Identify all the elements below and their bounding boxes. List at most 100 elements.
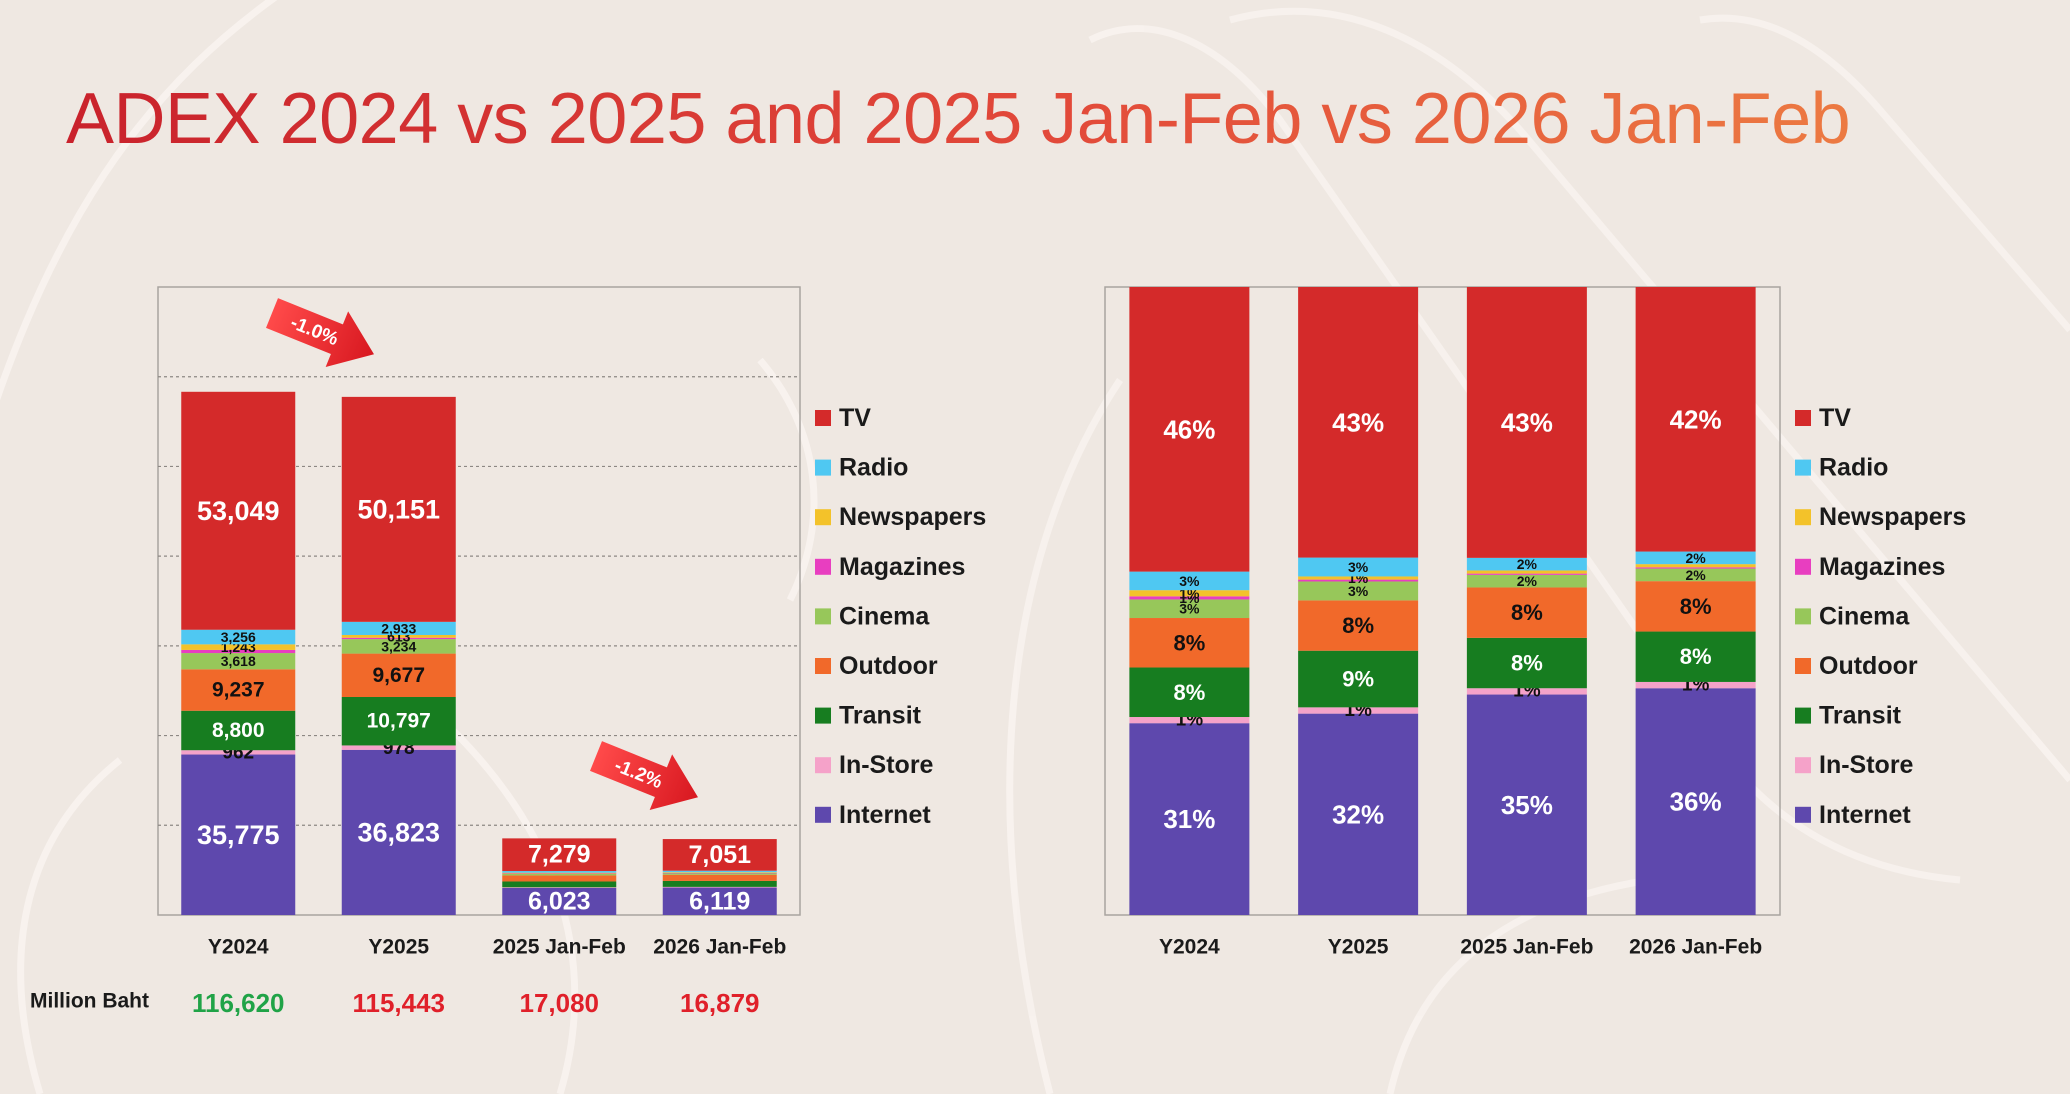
legend-swatch-radio <box>1795 459 1811 476</box>
data-label-outdoor-y2024: 8% <box>1173 630 1205 655</box>
bar-segment-internet-y2024 <box>181 754 296 915</box>
bar-segment-outdoor-2026-jan-feb <box>662 874 777 881</box>
bar-segment-newspapers-y2024 <box>181 644 296 650</box>
data-label-transit-y2024: 8% <box>1173 680 1205 705</box>
bar-segment-internet-y2024 <box>1129 723 1250 915</box>
bar-segment-radio-2026-jan-feb <box>662 870 777 873</box>
bar-segment-magazines-y2025 <box>341 637 456 640</box>
legend-swatch-newspapers <box>815 509 831 526</box>
bar-segment-cinema-2026-jan-feb <box>662 873 777 875</box>
legend-swatch-in-store <box>1795 757 1811 774</box>
data-label-transit-y2024: 8,800 <box>212 719 265 742</box>
legend-swatch-newspapers <box>1795 509 1811 526</box>
total-value-2026-jan-feb: 16,879 <box>680 988 760 1018</box>
x-tick-label-2026-jan-feb: 2026 Jan-Feb <box>653 936 786 959</box>
bar-segment-radio-2025-jan-feb <box>502 871 617 873</box>
bar-segment-newspapers-2025-jan-feb <box>1466 570 1587 574</box>
data-label-tv-y2024: 53,049 <box>197 496 280 526</box>
bar-segment-cinema-2025-jan-feb <box>1466 574 1587 588</box>
bar-segment-internet-2025-jan-feb <box>1466 694 1587 915</box>
bar-segment-magazines-y2025 <box>1298 579 1419 582</box>
data-label-cinema-y2025: 3,234 <box>381 638 416 654</box>
legend-label-newspapers: Newspapers <box>1819 503 1966 531</box>
data-label-cinema-2025-jan-feb: 2% <box>1517 573 1538 589</box>
data-label-internet-2026-jan-feb: 6,119 <box>689 887 750 915</box>
legend-swatch-tv <box>1795 410 1811 426</box>
legend-swatch-internet <box>1795 806 1811 823</box>
legend-label-in-store: In-Store <box>1819 751 1914 779</box>
data-label-tv-2025-jan-feb: 43% <box>1501 407 1553 437</box>
legend-swatch-transit <box>1795 707 1811 724</box>
bar-segment-transit-y2024 <box>1129 667 1250 718</box>
legend-label-internet: Internet <box>839 801 931 829</box>
data-label-radio-y2024: 3,256 <box>221 629 256 645</box>
bar-segment-tv-2026-jan-feb <box>1635 287 1756 552</box>
data-label-outdoor-y2025: 8% <box>1342 613 1374 638</box>
data-label-tv-2026-jan-feb: 42% <box>1670 404 1722 434</box>
data-label-internet-y2025: 32% <box>1332 799 1384 829</box>
x-tick-label-y2024: Y2024 <box>208 936 269 959</box>
data-label-cinema-2026-jan-feb: 2% <box>1686 567 1707 583</box>
legend-swatch-transit <box>815 707 831 724</box>
bar-segment-transit-2025-jan-feb <box>1466 637 1587 689</box>
bar-segment-tv-2025-jan-feb <box>1466 287 1587 558</box>
legend-label-transit: Transit <box>839 702 922 730</box>
bar-segment-radio-y2024 <box>1129 571 1250 591</box>
bar-segment-internet-y2025 <box>1298 713 1419 915</box>
legend-label-transit: Transit <box>1819 702 1902 730</box>
total-value-y2025: 115,443 <box>352 988 445 1018</box>
legend-label-internet: Internet <box>1819 801 1911 829</box>
bar-segment-outdoor-y2024 <box>1129 618 1250 668</box>
x-tick-label-2025-jan-feb: 2025 Jan-Feb <box>1460 936 1593 959</box>
bar-segment-magazines-y2024 <box>181 649 296 654</box>
bar-segment-outdoor-2025-jan-feb <box>1466 587 1587 638</box>
bar-segment-magazines-2025-jan-feb <box>1466 573 1587 575</box>
bar-segment-transit-2025-jan-feb <box>502 881 617 888</box>
bar-segment-tv-y2024 <box>181 391 296 630</box>
legend-swatch-outdoor <box>1795 658 1811 674</box>
legend-label-magazines: Magazines <box>1819 553 1945 581</box>
x-tick-label-y2025: Y2025 <box>1328 936 1389 959</box>
data-label-internet-2025-jan-feb: 35% <box>1501 790 1553 820</box>
data-label-outdoor-y2025: 9,677 <box>372 664 425 687</box>
data-label-radio-y2025: 2,933 <box>381 620 416 636</box>
legend-swatch-radio <box>815 459 831 476</box>
data-label-radio-y2024: 3% <box>1179 573 1200 589</box>
data-label-transit-y2025: 10,797 <box>367 710 431 733</box>
data-label-internet-y2025: 36,823 <box>357 817 440 847</box>
legend-label-newspapers: Newspapers <box>839 503 986 531</box>
bar-segment-in-store-2026-jan-feb <box>662 886 777 888</box>
legend-label-cinema: Cinema <box>839 602 930 630</box>
x-tick-label-2025-jan-feb: 2025 Jan-Feb <box>493 936 626 959</box>
data-label-cinema-y2025: 3% <box>1348 583 1369 599</box>
arrow-shape <box>590 741 698 811</box>
bar-segment-in-store-2026-jan-feb <box>1635 681 1756 689</box>
bar-segment-magazines-2025-jan-feb <box>502 873 617 874</box>
bar-segment-radio-y2024 <box>181 629 296 645</box>
bar-segment-newspapers-y2025 <box>1298 576 1419 580</box>
bar-segment-radio-y2025 <box>341 621 456 635</box>
legend-label-magazines: Magazines <box>839 553 965 581</box>
legend-swatch-magazines <box>1795 558 1811 575</box>
bar-segment-internet-2025-jan-feb <box>502 887 617 915</box>
bar-segment-outdoor-y2025 <box>341 653 456 698</box>
bar-segment-in-store-2025-jan-feb <box>1466 688 1587 695</box>
total-value-2025-jan-feb: 17,080 <box>519 988 599 1018</box>
bar-segment-magazines-2026-jan-feb <box>1635 567 1756 569</box>
growth-arrow-janfeb: -1.2% <box>590 741 698 811</box>
growth-arrow-annual: -1.0% <box>266 298 374 368</box>
legend-label-cinema: Cinema <box>1819 602 1910 630</box>
data-label-tv-y2024: 46% <box>1163 414 1215 444</box>
data-label-tv-2025-jan-feb: 7,279 <box>528 841 591 869</box>
bar-segment-newspapers-2026-jan-feb <box>1635 564 1756 568</box>
legend-swatch-cinema <box>815 608 831 625</box>
plot-area <box>1104 286 1781 916</box>
data-label-internet-y2024: 31% <box>1163 804 1215 834</box>
bar-segment-radio-2026-jan-feb <box>1635 551 1756 565</box>
data-label-tv-y2025: 50,151 <box>357 494 440 524</box>
x-tick-label-y2024: Y2024 <box>1159 936 1220 959</box>
bar-segment-cinema-2026-jan-feb <box>1635 568 1756 582</box>
bar-segment-internet-2026-jan-feb <box>1635 688 1756 915</box>
bar-segment-transit-y2024 <box>181 710 296 751</box>
